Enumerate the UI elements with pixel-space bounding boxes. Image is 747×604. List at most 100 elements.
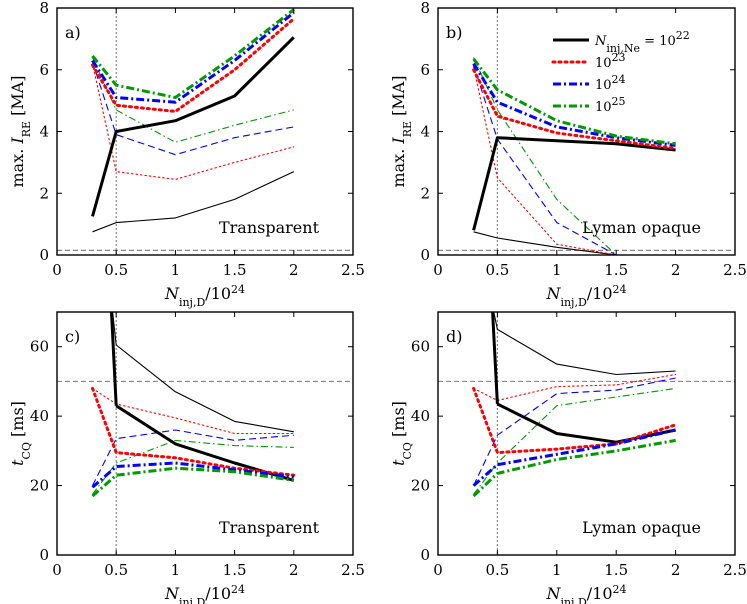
x-tick-label: 2	[289, 561, 299, 579]
series-line	[92, 429, 294, 486]
x-tick-label: 0	[433, 261, 443, 279]
series-line	[91, 386, 296, 477]
y-tick-label: 0	[420, 546, 430, 564]
panel-1: 0 0.5 1 1.5 2 2.5 0 2 4 6 8 a) Transparent Ninj,D/102…	[8, 0, 365, 309]
series-line	[473, 66, 677, 255]
x-axis-label: Ninj,D/1024	[545, 283, 626, 309]
series-line	[493, 312, 498, 330]
panel-letter: b)	[446, 23, 462, 42]
series-line	[473, 377, 676, 486]
x-tick-label: 0	[52, 261, 62, 279]
x-tick-label: 1	[171, 561, 181, 579]
series-line	[472, 68, 678, 150]
series-line	[91, 11, 295, 104]
series-line	[91, 461, 294, 489]
panel-annotation: Lyman opaque	[582, 218, 701, 237]
x-tick-label: 1.5	[604, 561, 628, 579]
panel-letter: c)	[65, 327, 80, 346]
legend-label: 1023	[595, 51, 626, 72]
y-tick-label: 2	[39, 184, 49, 202]
x-tick-label: 0	[433, 561, 443, 579]
y-tick-label: 40	[411, 407, 430, 425]
y-axis-label: max. IRE [MA]	[389, 75, 414, 187]
x-tick-label: 1	[552, 561, 562, 579]
x-axis-label: Ninj,D/1024	[545, 583, 626, 604]
series-line	[110, 312, 118, 406]
series-line	[472, 438, 676, 498]
legend-label: 1024	[595, 73, 626, 94]
series-group	[91, 8, 296, 233]
y-tick-label: 4	[420, 123, 430, 141]
series-line	[472, 57, 676, 146]
x-tick-label: 1.5	[223, 561, 247, 579]
x-tick-label: 2.5	[341, 261, 365, 279]
panel-3: 0 0.5 1 1.5 2 2.5 0 20 40 60 c) Transparent Ninj,D/1…	[8, 311, 365, 604]
y-tick-label: 60	[411, 338, 430, 356]
panel-annotation: Transparent	[219, 218, 320, 237]
series-line	[473, 64, 676, 255]
series-line	[491, 312, 499, 405]
legend-label: Ninj,Ne = 1022	[594, 29, 690, 55]
series-line	[497, 328, 676, 376]
y-tick-label: 4	[39, 123, 49, 141]
series-line	[91, 63, 295, 180]
series-group	[472, 312, 678, 498]
x-tick-label: 1	[552, 261, 562, 279]
y-tick-label: 20	[30, 477, 49, 495]
x-tick-label: 0.5	[485, 261, 509, 279]
series-line	[472, 136, 676, 231]
series-line	[472, 428, 676, 487]
y-tick-label: 8	[39, 0, 49, 17]
series-line	[115, 344, 294, 433]
legend-label: 1025	[595, 95, 626, 116]
series-line	[91, 17, 296, 113]
series-line	[91, 387, 295, 435]
panel-letter: d)	[446, 327, 462, 346]
panel-annotation: Lyman opaque	[582, 518, 701, 537]
x-tick-label: 2	[289, 261, 299, 279]
series-line	[91, 466, 295, 498]
y-tick-label: 0	[420, 246, 430, 264]
x-tick-label: 0.5	[104, 261, 128, 279]
series-line	[91, 61, 294, 156]
series-line	[473, 231, 676, 255]
panel-4: 0 0.5 1 1.5 2 2.5 0 20 40 60 d) Lyman opaque Ninj,D/…	[389, 311, 747, 604]
y-tick-label: 0	[39, 246, 49, 264]
y-axis-label: tCQ [ms]	[8, 401, 33, 466]
series-line	[472, 386, 678, 455]
x-tick-label: 2	[671, 261, 681, 279]
x-tick-label: 2.5	[341, 561, 365, 579]
series-line	[91, 36, 295, 217]
panel-annotation: Transparent	[219, 518, 320, 537]
x-axis-label: Ninj,D/1024	[164, 583, 245, 604]
series-line	[473, 373, 677, 402]
y-axis-label: max. IRE [MA]	[8, 75, 33, 187]
plot-frame	[437, 311, 736, 556]
x-tick-label: 2.5	[723, 561, 747, 579]
x-tick-label: 0.5	[104, 561, 128, 579]
series-line	[473, 57, 676, 255]
x-tick-label: 0.5	[485, 561, 509, 579]
series-line	[92, 439, 294, 495]
y-axis-label: tCQ [ms]	[389, 401, 414, 466]
y-tick-label: 8	[420, 0, 430, 17]
y-tick-label: 6	[420, 61, 430, 79]
x-tick-label: 2	[671, 561, 681, 579]
y-tick-label: 40	[30, 407, 49, 425]
series-line	[473, 387, 676, 495]
plot-frame	[56, 311, 354, 556]
series-line	[91, 8, 295, 99]
x-tick-label: 1.5	[223, 261, 247, 279]
x-tick-label: 1	[171, 261, 181, 279]
series-line	[92, 171, 295, 233]
x-tick-label: 2.5	[723, 261, 747, 279]
series-line	[91, 57, 294, 143]
panel-letter: a)	[65, 23, 81, 42]
y-tick-label: 2	[420, 184, 430, 202]
y-tick-label: 60	[30, 338, 49, 356]
y-tick-label: 6	[39, 61, 49, 79]
x-tick-label: 1.5	[604, 261, 628, 279]
x-tick-label: 0	[52, 561, 62, 579]
